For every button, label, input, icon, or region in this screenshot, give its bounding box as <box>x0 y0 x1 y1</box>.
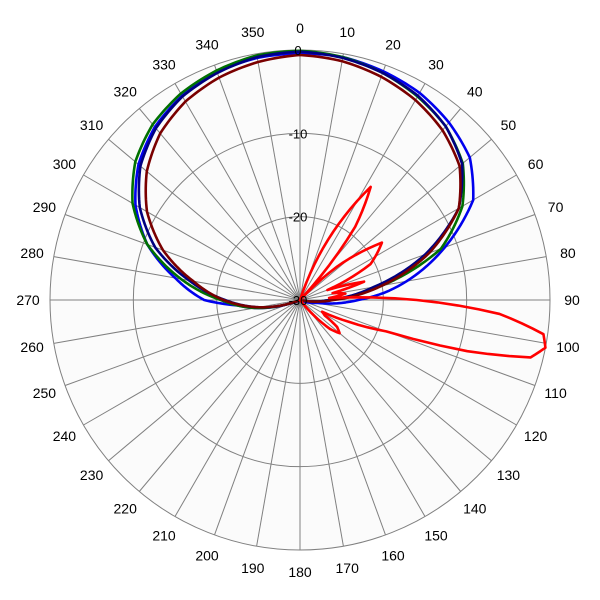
angle-tick-label: 240 <box>53 428 77 444</box>
grid-spoke <box>83 174 301 301</box>
grid-spoke <box>256 299 301 547</box>
series-group <box>131 49 547 359</box>
grid-spoke <box>64 214 301 301</box>
grid-spoke <box>299 83 426 301</box>
angle-tick-label: 40 <box>467 84 483 100</box>
angle-tick-label: 100 <box>556 339 580 355</box>
radial-tick-label: 0 <box>294 43 301 58</box>
angle-tick-label: 200 <box>195 548 219 564</box>
angle-tick-label: 50 <box>501 117 517 133</box>
angle-tick-label: 350 <box>241 24 265 40</box>
grid-spoke <box>174 299 301 517</box>
grid-spoke <box>138 108 301 301</box>
angle-tick-label: 290 <box>33 199 57 215</box>
grid-spoke <box>256 53 301 301</box>
radial-tick-label: -20 <box>289 210 308 225</box>
grid-spoke <box>214 299 301 536</box>
grid-spoke <box>299 299 344 547</box>
angle-tick-label: 330 <box>152 56 176 72</box>
angle-tick-label: 260 <box>20 339 44 355</box>
angle-tick-label: 60 <box>528 156 544 172</box>
grid-spoke <box>299 174 517 301</box>
grid-spoke <box>299 64 386 301</box>
grid-spoke <box>138 299 301 492</box>
grid-spoke <box>299 299 536 386</box>
radial-tick-label: -30 <box>289 293 308 308</box>
grid-spoke <box>299 299 492 462</box>
angle-tick-label: 0 <box>296 20 304 36</box>
angle-tick-label: 150 <box>424 528 448 544</box>
grid-spoke <box>299 299 386 536</box>
angle-tick-label: 80 <box>560 245 576 261</box>
grid-spoke <box>174 83 301 301</box>
angle-tick-label: 180 <box>288 564 312 580</box>
angle-tick-label: 170 <box>336 560 360 576</box>
angle-tick-label: 90 <box>564 292 580 308</box>
angle-tick-label: 220 <box>114 500 138 516</box>
angle-tick-label: 300 <box>53 156 77 172</box>
grid-spoke <box>299 299 426 517</box>
angle-tick-label: 20 <box>385 36 401 52</box>
angle-tick-label: 160 <box>381 548 405 564</box>
grid-spoke <box>299 299 547 344</box>
grid-spoke <box>299 53 344 301</box>
angle-tick-label: 190 <box>241 560 265 576</box>
angle-tick-label: 250 <box>33 385 57 401</box>
radial-tick-label: -10 <box>289 126 308 141</box>
angle-tick-label: 120 <box>524 428 548 444</box>
angle-tick-label: 140 <box>463 500 487 516</box>
angle-tick-label: 280 <box>20 245 44 261</box>
angle-tick-label: 230 <box>80 467 104 483</box>
angle-tick-label: 210 <box>152 528 176 544</box>
grid-spoke <box>108 299 301 462</box>
angle-tick-labels: 0 10 20 30 40 50 60 70 80 90 100 110 120 130 140 150 160… <box>16 20 580 580</box>
angle-tick-label: 320 <box>114 84 138 100</box>
angle-tick-label: 270 <box>16 292 40 308</box>
angle-tick-label: 340 <box>195 36 219 52</box>
series-line-5 <box>298 185 547 359</box>
angle-tick-label: 70 <box>548 199 564 215</box>
angle-tick-label: 130 <box>497 467 521 483</box>
grid-spoke <box>299 299 517 426</box>
grid-spoke <box>214 64 301 301</box>
grid-spoke <box>299 299 462 492</box>
grid-spoke <box>83 299 301 426</box>
angle-tick-label: 30 <box>428 56 444 72</box>
angle-tick-label: 10 <box>339 24 355 40</box>
angle-tick-label: 110 <box>544 385 567 401</box>
radial-tick-labels: 0 -10 -20 -30 <box>289 43 308 308</box>
angle-tick-label: 310 <box>80 117 104 133</box>
series-line-4 <box>144 53 462 309</box>
grid-spoke <box>64 299 301 386</box>
